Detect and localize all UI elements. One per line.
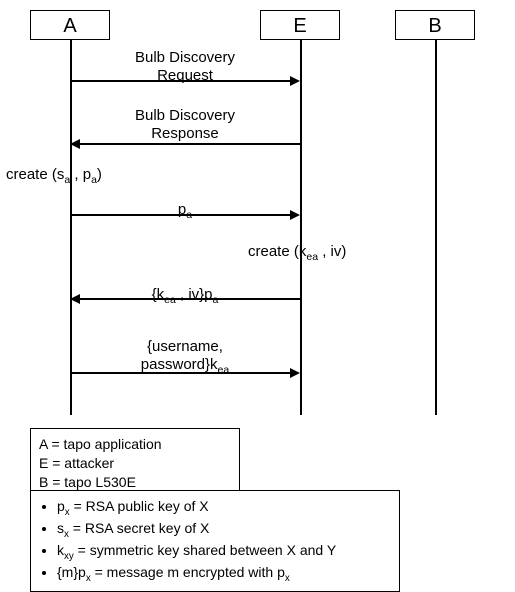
message-arrow-m3	[70, 214, 290, 216]
message-label-m4: {kea , iv}pa	[70, 286, 300, 307]
arrow-head-m4	[70, 294, 80, 304]
message-label-m3: pa	[70, 201, 300, 222]
legend-notation-item: px = RSA public key of X	[57, 497, 391, 519]
actor-box-A: A	[30, 10, 110, 40]
arrow-head-m2	[70, 139, 80, 149]
legend-actors-line: B = tapo L530E	[39, 473, 231, 492]
sequence-diagram: AEBBulb DiscoveryRequestBulb DiscoveryRe…	[0, 0, 515, 572]
legend-actors-line: A = tapo application	[39, 435, 231, 454]
actor-box-E: E	[260, 10, 340, 40]
message-arrow-m5	[70, 372, 290, 374]
legend-notation-item: sx = RSA secret key of X	[57, 519, 391, 541]
side-note-n1: create (sa , pa)	[6, 166, 102, 186]
arrow-head-m1	[290, 76, 300, 86]
actor-box-B: B	[395, 10, 475, 40]
message-label-m2: Bulb DiscoveryResponse	[70, 107, 300, 143]
lifeline-E	[300, 40, 302, 415]
side-note-n2: create (kea , iv)	[248, 243, 346, 263]
message-label-m5: {username,password}kea	[70, 338, 300, 377]
message-arrow-m4	[80, 298, 300, 300]
legend-actors-line: E = attacker	[39, 454, 231, 473]
legend-actors: A = tapo applicationE = attackerB = tapo…	[30, 428, 240, 499]
lifeline-B	[435, 40, 437, 415]
message-arrow-m1	[70, 80, 290, 82]
arrow-head-m3	[290, 210, 300, 220]
legend-notation-item: {m}px = message m encrypted with px	[57, 563, 391, 585]
message-arrow-m2	[80, 143, 300, 145]
arrow-head-m5	[290, 368, 300, 378]
legend-notation: px = RSA public key of Xsx = RSA secret …	[30, 490, 400, 592]
legend-notation-item: kxy = symmetric key shared between X and…	[57, 541, 391, 563]
